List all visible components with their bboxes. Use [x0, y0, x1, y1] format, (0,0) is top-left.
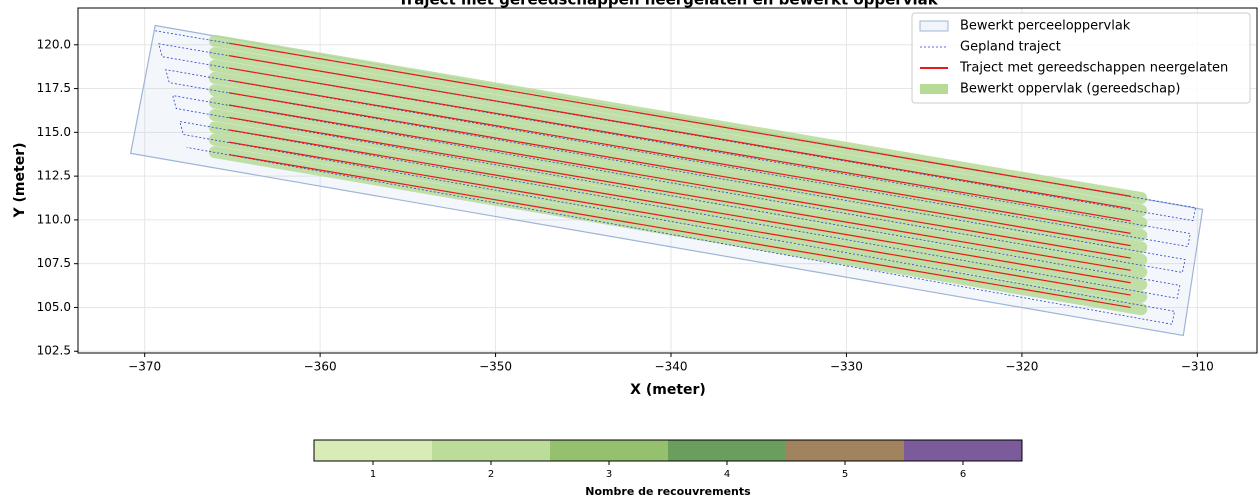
y-tick-label: 112.5: [37, 169, 71, 183]
tool-path: [228, 55, 1131, 210]
chart-title: Traject met gereedschappen neergelaten e…: [398, 0, 938, 9]
y-tick-label: 107.5: [37, 256, 71, 270]
x-tick-label: −370: [128, 360, 161, 374]
y-tick-label: 110.0: [37, 212, 71, 226]
plot-frame: [77, 7, 1258, 354]
tool-path: [228, 79, 1131, 234]
colorbar-cell: [432, 440, 550, 461]
x-tick-label: −360: [304, 360, 337, 374]
tool-path: [228, 129, 1131, 284]
colorbar-frame: [313, 439, 1023, 462]
tool-path: [228, 92, 1131, 247]
tool-path: [228, 42, 1131, 197]
colorbar-cell: [550, 440, 668, 461]
colorbar-tick-label: 6: [960, 469, 966, 480]
y-tick-label: 120.0: [37, 37, 71, 51]
tool-path: [228, 141, 1131, 296]
legend-box: [911, 12, 1251, 104]
x-tick-label: −320: [1005, 360, 1038, 374]
colorbar-cell: [668, 440, 786, 461]
x-axis-label: X (meter): [630, 382, 706, 398]
legend-label: Traject met gereedschappen neergelaten: [959, 61, 1228, 76]
colorbar-tick-label: 3: [606, 469, 612, 480]
x-tick-label: −340: [655, 360, 688, 374]
colorbar-tick-label: 1: [370, 469, 376, 480]
colorbar-cell: [314, 440, 432, 461]
colorbar-label: Nombre de recouvrements: [585, 485, 751, 498]
x-tick-label: −310: [1181, 360, 1214, 374]
tool-path: [228, 104, 1131, 259]
legend-label: Bewerkt oppervlak (gereedschap): [960, 82, 1180, 97]
colorbar-tick-label: 4: [724, 469, 730, 480]
tool-path: [228, 116, 1131, 271]
x-tick-label: −350: [479, 360, 512, 374]
legend-label: Gepland traject: [960, 40, 1061, 55]
legend-swatch: [919, 20, 949, 32]
x-tick-label: −330: [830, 360, 863, 374]
colorbar-tick-label: 5: [842, 469, 848, 480]
planned-path: [155, 30, 1197, 325]
y-tick-label: 115.0: [37, 125, 71, 139]
y-tick-label: 117.5: [37, 81, 71, 95]
colorbar-cell: [786, 440, 904, 461]
tool-path: [228, 153, 1131, 309]
colorbar-tick-label: 2: [488, 469, 494, 480]
tool-path: [228, 67, 1131, 222]
legend-label: Bewerkt perceeloppervlak: [960, 19, 1131, 34]
y-axis-label: Y (meter): [12, 143, 28, 219]
legend-swatch: [920, 84, 948, 94]
colorbar-cell: [904, 440, 1022, 461]
y-tick-label: 105.0: [37, 300, 71, 314]
y-tick-label: 102.5: [37, 344, 71, 358]
